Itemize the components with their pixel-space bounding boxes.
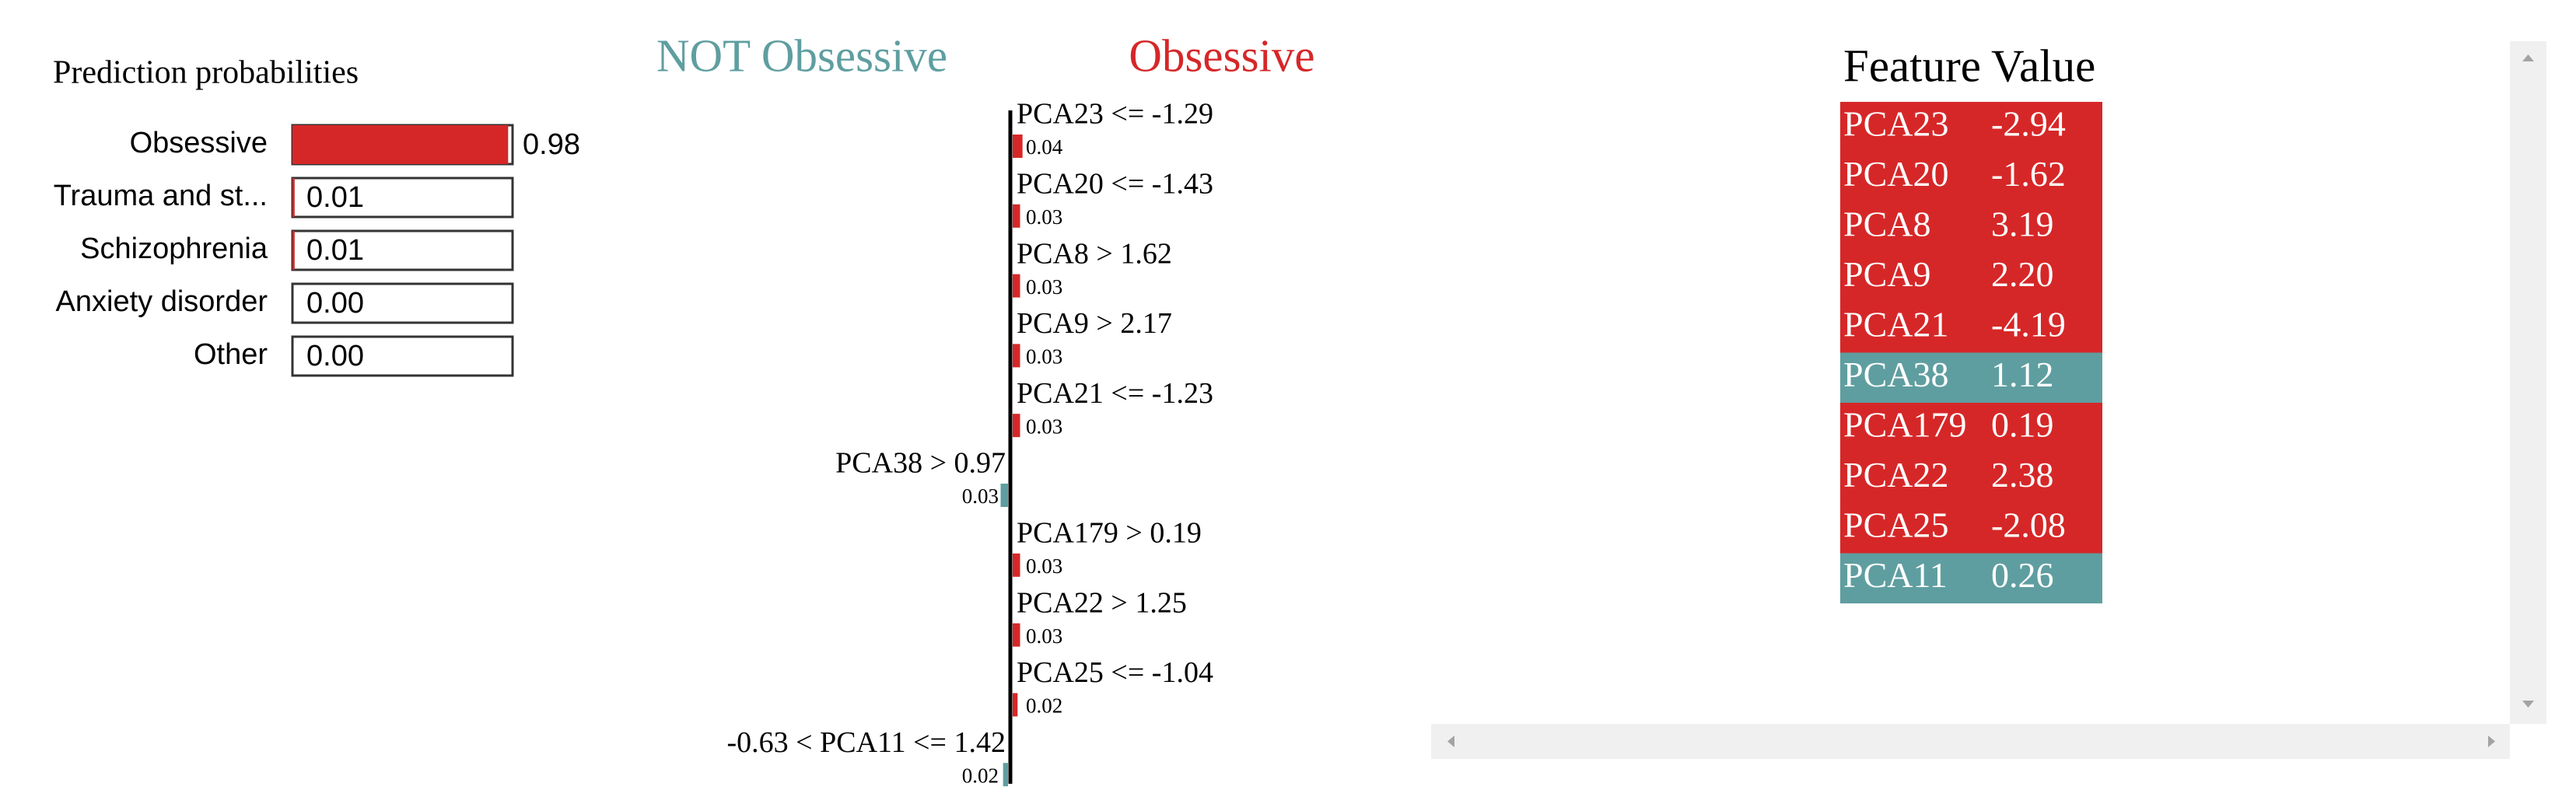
- table-row: [1840, 352, 2102, 403]
- weight-bar: [1013, 274, 1020, 298]
- feature-value: 2.20: [1991, 254, 2054, 294]
- feature-condition: PCA21 <= -1.23: [1017, 377, 1213, 410]
- weight-label: 0.02: [962, 764, 999, 787]
- probability-label: 0.00: [306, 287, 364, 320]
- class-label: Schizophrenia: [80, 232, 268, 265]
- table-header: Value: [1991, 40, 2095, 92]
- table-row: [1840, 302, 2102, 353]
- weight-bar: [1000, 484, 1008, 507]
- feature-condition: PCA20 <= -1.43: [1017, 168, 1213, 201]
- feature-value: 3.19: [1991, 204, 2054, 244]
- class-label: Other: [194, 338, 268, 371]
- table-row: [1840, 102, 2102, 152]
- feature-condition: -0.63 < PCA11 <= 1.42: [727, 726, 1006, 759]
- feature-name: PCA11: [1843, 555, 1948, 595]
- scroll-up[interactable]: [2522, 54, 2534, 61]
- weight-label: 0.03: [1026, 275, 1062, 299]
- probability-bar: [292, 178, 295, 217]
- table-row: [1840, 152, 2102, 202]
- class-label: Trauma and st...: [54, 180, 268, 212]
- feature-condition: PCA38 > 0.97: [835, 447, 1006, 480]
- vertical-scrollbar[interactable]: [2510, 41, 2546, 724]
- weight-bar: [1013, 204, 1020, 228]
- feature-value: -1.62: [1991, 154, 2066, 194]
- feature-name: PCA38: [1843, 355, 1948, 394]
- feature-name: PCA25: [1843, 505, 1948, 545]
- feature-name: PCA179: [1843, 405, 1966, 445]
- weight-label: 0.02: [1026, 694, 1062, 718]
- table-row: [1840, 403, 2102, 453]
- feature-name: PCA23: [1843, 104, 1948, 144]
- weight-label: 0.03: [962, 484, 999, 508]
- weight-bar: [1013, 553, 1020, 577]
- probability-bar: [292, 125, 509, 164]
- weight-label: 0.03: [1026, 345, 1062, 369]
- feature-name: PCA20: [1843, 154, 1948, 194]
- scroll-area: [1431, 41, 2546, 759]
- feature-name: PCA21: [1843, 305, 1948, 344]
- probability-label: 0.01: [306, 234, 364, 267]
- table-row: [1840, 202, 2102, 253]
- weight-label: 0.03: [1026, 554, 1062, 578]
- class-label: Obsessive: [130, 127, 268, 159]
- weight-label: 0.03: [1026, 205, 1062, 229]
- table-row: [1840, 453, 2102, 503]
- weight-bar: [1013, 135, 1023, 158]
- weight-label: 0.03: [1026, 624, 1062, 648]
- weight-bar: [1013, 344, 1020, 368]
- feature-condition: PCA23 <= -1.29: [1017, 98, 1213, 131]
- feature-condition: PCA25 <= -1.04: [1017, 656, 1213, 689]
- feature-value: -4.19: [1991, 305, 2066, 344]
- table-row: [1840, 252, 2102, 302]
- weight-bar: [1013, 693, 1018, 717]
- feature-value: 2.38: [1991, 455, 2054, 495]
- positive-class-label: Obsessive: [1129, 30, 1314, 82]
- probability-label: 0.98: [523, 128, 580, 161]
- table-row: [1840, 503, 2102, 554]
- probability-box: [291, 282, 514, 324]
- feature-value: -2.94: [1991, 104, 2066, 144]
- feature-value: 1.12: [1991, 355, 2054, 394]
- horizontal-scrollbar[interactable]: [1431, 724, 2510, 759]
- probability-bar: [292, 231, 295, 270]
- probability-label: 0.01: [306, 181, 364, 214]
- weight-bar: [1003, 763, 1008, 787]
- scroll-down[interactable]: [2522, 701, 2534, 708]
- feature-name: PCA9: [1843, 254, 1930, 294]
- feature-condition: PCA22 > 1.25: [1017, 586, 1187, 619]
- probabilities-title: Prediction probabilities: [53, 55, 359, 91]
- weight-label: 0.04: [1026, 135, 1063, 159]
- weight-bar: [1013, 623, 1020, 647]
- feature-name: PCA8: [1843, 204, 1930, 244]
- table-row: [1840, 553, 2102, 603]
- feature-value: 0.19: [1991, 405, 2054, 445]
- scroll-right[interactable]: [2488, 736, 2495, 747]
- table-header: Feature: [1843, 40, 1981, 92]
- feature-condition: PCA8 > 1.62: [1017, 237, 1172, 270]
- negative-class-label: NOT Obsessive: [656, 30, 947, 82]
- feature-condition: PCA179 > 0.19: [1017, 517, 1202, 550]
- weight-bar: [1013, 414, 1020, 438]
- feature-condition: PCA9 > 2.17: [1017, 307, 1172, 340]
- feature-name: PCA22: [1843, 455, 1948, 495]
- class-label: Anxiety disorder: [56, 285, 268, 318]
- probability-box: [291, 335, 514, 377]
- feature-value: 0.26: [1991, 555, 2054, 595]
- probability-label: 0.00: [306, 340, 364, 372]
- weight-label: 0.03: [1026, 414, 1062, 438]
- feature-value: -2.08: [1991, 505, 2066, 545]
- scroll-left[interactable]: [1447, 736, 1454, 747]
